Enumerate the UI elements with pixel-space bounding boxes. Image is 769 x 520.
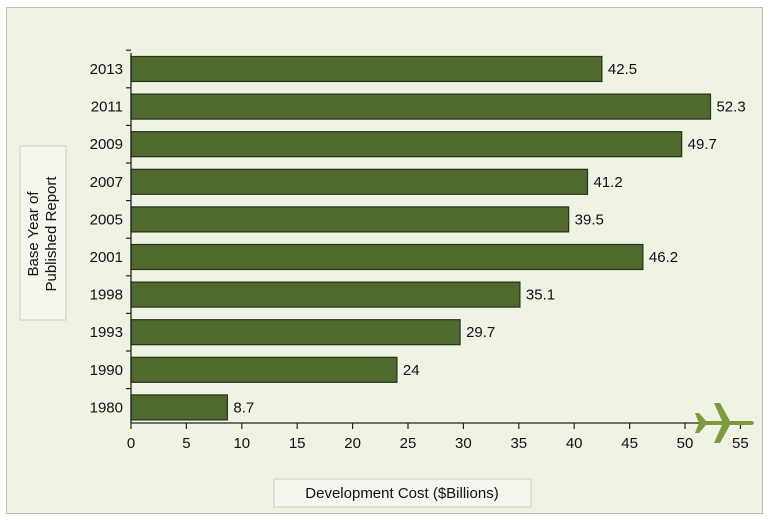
value-label-1998: 35.1 <box>526 287 555 304</box>
category-label-2001: 2001 <box>90 249 123 266</box>
value-label-2009: 49.7 <box>688 136 717 153</box>
value-label-2011: 52.3 <box>716 99 745 116</box>
bar-1998 <box>130 281 521 308</box>
x-tick-label-10: 10 <box>233 435 250 452</box>
value-label-1993: 29.7 <box>466 324 495 341</box>
bar-1980 <box>130 394 228 421</box>
x-tick-label-40: 40 <box>566 435 583 452</box>
y-axis-title-group: Base Year of Published Report <box>19 145 67 321</box>
chart-frame: 42.5 52.3 49.7 41.2 39.5 46.2 35.1 29.7 24 8.7 20… <box>6 7 763 514</box>
category-label-1993: 1993 <box>90 324 123 341</box>
x-axis-title: Development Cost ($Billions) <box>305 485 498 502</box>
x-tick-label-55: 55 <box>732 435 749 452</box>
bar-2007 <box>130 168 589 195</box>
value-label-2013: 42.5 <box>608 61 637 78</box>
value-label-2007: 41.2 <box>593 174 622 191</box>
bar-chart: 42.5 52.3 49.7 41.2 39.5 46.2 35.1 29.7 24 8.7 20… <box>19 49 754 508</box>
airplane-icon <box>695 403 754 443</box>
bar-1990 <box>130 356 398 383</box>
y-axis-title-line-1: Base Year of <box>25 191 42 277</box>
bar-2011 <box>130 93 712 120</box>
x-tick-label-25: 25 <box>400 435 417 452</box>
x-tick-label-50: 50 <box>677 435 694 452</box>
value-label-2005: 39.5 <box>575 211 604 228</box>
x-tick-label-45: 45 <box>621 435 638 452</box>
bar-1993 <box>130 319 461 346</box>
bar-2013 <box>130 55 603 83</box>
category-label-1990: 1990 <box>90 362 123 379</box>
x-tick-label-30: 30 <box>455 435 472 452</box>
x-tick-label-0: 0 <box>127 435 135 452</box>
x-axis-title-group: Development Cost ($Billions) <box>273 478 532 508</box>
axes-layer: 2013201120092007200520011998199319901980… <box>90 49 749 452</box>
x-tick-label-15: 15 <box>289 435 306 452</box>
category-label-2009: 2009 <box>90 136 123 153</box>
x-tick-label-5: 5 <box>182 435 190 452</box>
category-label-1998: 1998 <box>90 287 123 304</box>
bar-2001 <box>130 243 644 271</box>
value-label-2001: 46.2 <box>649 249 678 266</box>
y-axis-title-box <box>19 145 67 321</box>
y-axis-title-line-2: Published Report <box>43 176 60 292</box>
bar-2005 <box>130 206 570 233</box>
category-label-2007: 2007 <box>90 174 123 191</box>
x-tick-label-35: 35 <box>510 435 527 452</box>
category-label-2011: 2011 <box>91 99 123 116</box>
bars-layer: 42.5 52.3 49.7 41.2 39.5 46.2 35.1 29.7 24 8.7 <box>130 55 746 421</box>
value-label-1980: 8.7 <box>233 399 254 416</box>
category-label-2005: 2005 <box>90 211 123 228</box>
category-label-1980: 1980 <box>90 399 123 416</box>
x-tick-label-20: 20 <box>344 435 361 452</box>
x-axis-title-box <box>273 478 532 508</box>
value-label-1990: 24 <box>403 362 420 379</box>
category-label-2013: 2013 <box>90 61 123 78</box>
bar-2009 <box>130 131 683 158</box>
